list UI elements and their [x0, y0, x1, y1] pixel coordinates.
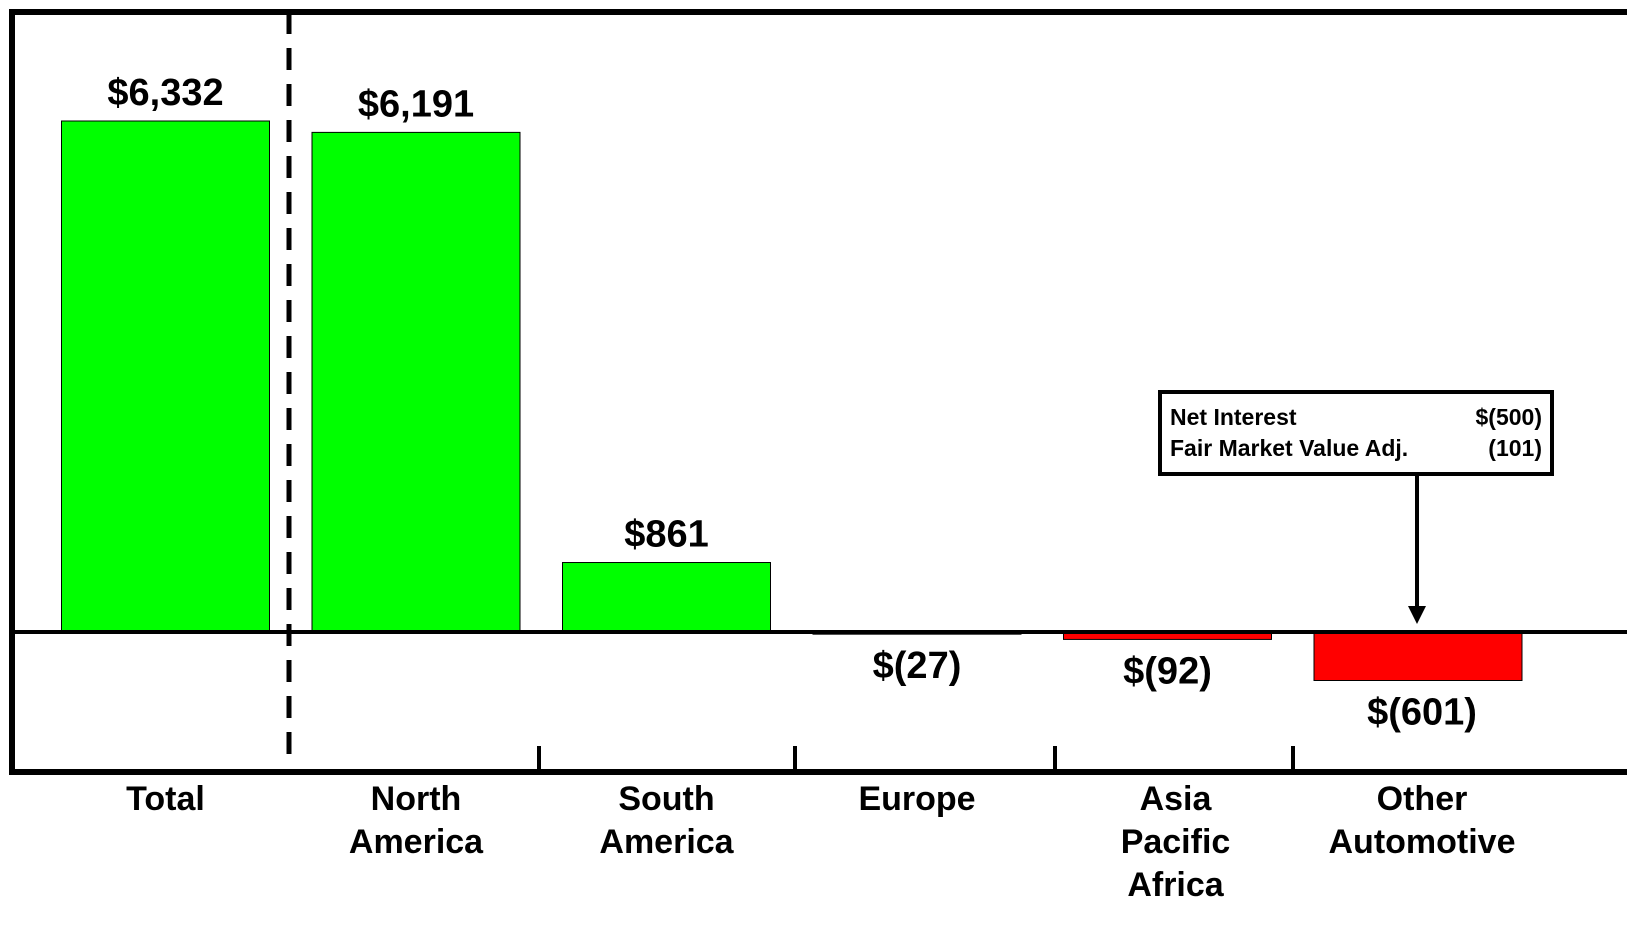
category-label-line: Total	[126, 780, 205, 818]
plot-frame	[9, 9, 1627, 775]
category-label-2: South America	[599, 780, 734, 861]
category-label-0: Total	[126, 780, 205, 818]
category-label-3: Europe	[858, 780, 975, 818]
annotation-arrow-head	[1408, 606, 1426, 624]
annotation-row-label-1: Fair Market Value Adj.	[1170, 435, 1408, 461]
bar-0	[61, 120, 270, 633]
value-label-3: $(27)	[873, 645, 962, 687]
category-label-line: Africa	[1127, 866, 1224, 904]
value-label-5: $(601)	[1367, 692, 1477, 734]
bar-1	[311, 131, 521, 633]
value-label-1: $6,191	[358, 83, 474, 125]
category-label-5: Other Automotive	[1329, 780, 1516, 861]
category-label-line: Asia	[1140, 780, 1213, 818]
value-label-0: $6,332	[107, 72, 223, 114]
category-label-line: Automotive	[1329, 823, 1516, 861]
annotation-box	[1158, 390, 1554, 476]
category-label-line: Europe	[858, 780, 975, 818]
value-label-4: $(92)	[1123, 650, 1212, 692]
bar-2	[562, 562, 771, 633]
category-label-line: Pacific	[1121, 823, 1231, 861]
category-label-line: America	[349, 823, 484, 861]
value-label-2: $861	[624, 514, 709, 556]
category-label-1: North America	[349, 780, 484, 861]
category-label-line: South	[618, 780, 714, 818]
annotation-row-value-0: $(500)	[1476, 404, 1542, 430]
category-label-line: America	[599, 823, 734, 861]
category-label-4: Asia Pacific Africa	[1121, 780, 1231, 904]
annotation-row-value-1: (101)	[1488, 435, 1542, 461]
bar-5	[1313, 631, 1523, 682]
annotation-row-label-0: Net Interest	[1170, 404, 1297, 430]
category-label-line: Other	[1377, 780, 1468, 818]
category-label-line: North	[371, 780, 462, 818]
